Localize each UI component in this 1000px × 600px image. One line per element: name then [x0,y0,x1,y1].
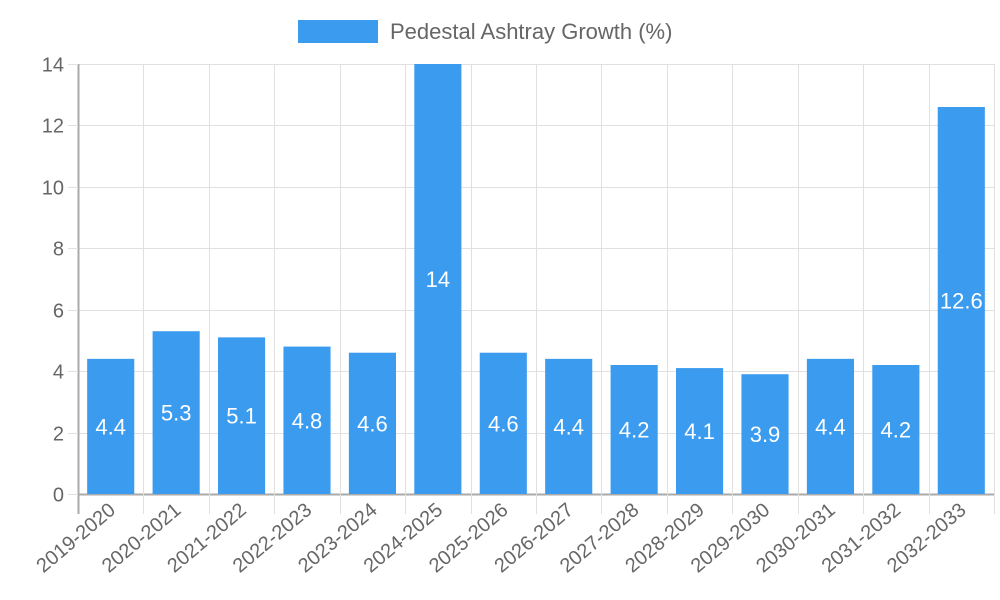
y-tick-label: 12 [42,116,64,138]
bar-group[interactable]: 14 [414,64,462,494]
bar-group[interactable]: 4.1 [676,368,724,494]
bar-value-label: 4.4 [95,414,126,439]
bar[interactable] [872,365,920,494]
bar-value-label: 14 [426,267,450,292]
bar-group[interactable]: 5.3 [152,331,200,494]
y-tick-label: 4 [53,362,64,384]
bar[interactable] [806,358,854,494]
bar-group[interactable]: 4.4 [806,358,854,494]
bar-group[interactable]: 5.1 [218,337,266,494]
bar-group[interactable]: 4.4 [87,358,135,494]
bar-value-label: 4.4 [553,414,584,439]
bar-value-label: 5.1 [226,404,257,429]
bar-value-label: 4.8 [292,408,323,433]
bar-value-label: 4.2 [881,418,912,443]
legend-swatch [298,20,378,43]
bar-group[interactable]: 4.6 [348,352,396,494]
bar-value-label: 4.6 [488,411,519,436]
legend[interactable]: Pedestal Ashtray Growth (%) [298,19,672,44]
bar[interactable] [545,358,593,494]
bar[interactable] [676,368,724,494]
bar-group[interactable]: 4.2 [610,365,658,494]
y-tick-label: 2 [53,424,64,446]
bars: 4.4 5.3 5.1 4.8 4.6 14 4.6 4.4 4.2 4.1 3.9 4.4 4.2 12… [87,64,985,494]
bar[interactable] [610,365,658,494]
bar[interactable] [152,331,200,494]
bar[interactable] [937,107,985,494]
x-axis: 2019-20202020-20212021-20222022-20232023… [33,499,971,577]
y-tick-label: 6 [53,301,64,323]
bar-group[interactable]: 3.9 [741,374,789,494]
bar-value-label: 4.4 [815,414,846,439]
bar[interactable] [479,352,527,494]
bar-value-label: 4.2 [619,418,650,443]
bar-group[interactable]: 12.6 [937,107,985,494]
y-tick-label: 14 [42,55,64,77]
bar[interactable] [218,337,266,494]
bar-value-label: 4.1 [684,419,715,444]
y-tick-label: 10 [42,178,64,200]
grid [77,64,995,514]
bar-group[interactable]: 4.2 [872,365,920,494]
bar-value-label: 12.6 [940,289,983,314]
bar-group[interactable]: 4.6 [479,352,527,494]
bar-value-label: 3.9 [750,422,781,447]
y-tick-label: 8 [53,239,64,261]
bar-group[interactable]: 4.4 [545,358,593,494]
bar[interactable] [414,64,462,494]
y-tick-label: 0 [53,485,64,507]
bar[interactable] [87,358,135,494]
bar-group[interactable]: 4.8 [283,346,331,494]
bar[interactable] [283,346,331,494]
legend-label: Pedestal Ashtray Growth (%) [390,19,672,44]
bar[interactable] [348,352,396,494]
bar-value-label: 5.3 [161,401,192,426]
y-axis: 0 2 4 6 8 10 12 14 [42,55,78,507]
bar-value-label: 4.6 [357,411,388,436]
bar[interactable] [741,374,789,494]
